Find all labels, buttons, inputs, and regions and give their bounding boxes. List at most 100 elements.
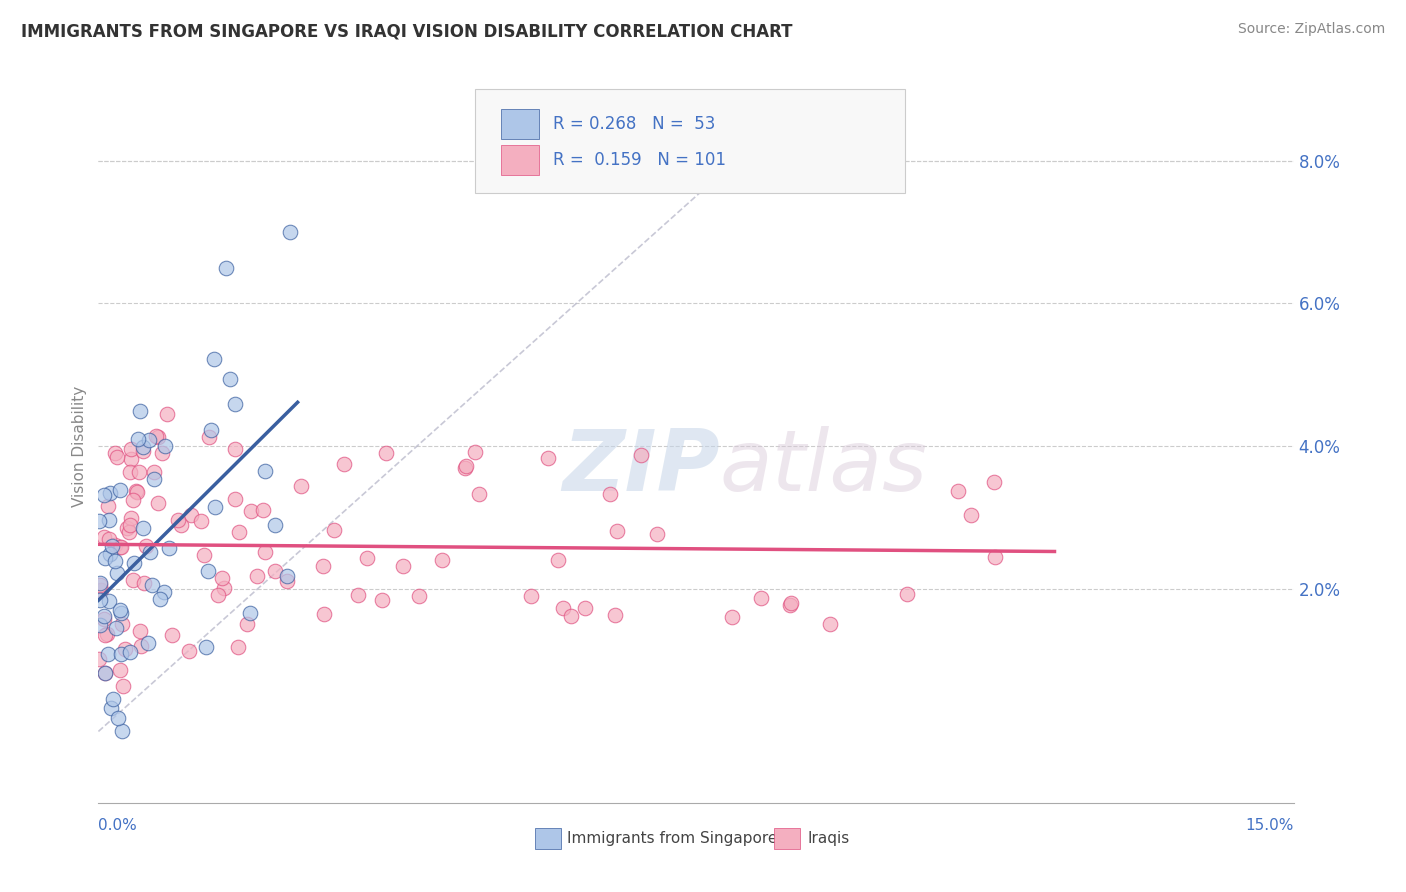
Point <box>226 640 249 654</box>
Point <box>138 635 160 649</box>
Point <box>135 539 157 553</box>
Point <box>322 523 344 537</box>
Point <box>129 639 152 653</box>
Point <box>603 607 626 622</box>
Text: R =  0.159   N = 101: R = 0.159 N = 101 <box>553 151 725 169</box>
Point <box>96 627 118 641</box>
Point <box>215 260 238 275</box>
Point <box>374 446 396 460</box>
Point <box>89 618 111 632</box>
Point <box>276 574 298 588</box>
Point <box>143 472 166 486</box>
Point <box>94 665 117 680</box>
Point <box>127 432 149 446</box>
Point <box>202 351 225 366</box>
Point <box>408 589 430 603</box>
Bar <box>501 109 540 139</box>
Point <box>98 485 121 500</box>
Point <box>93 488 115 502</box>
Point <box>212 581 235 595</box>
Point <box>127 484 149 499</box>
Point <box>356 551 378 566</box>
Point <box>312 607 335 621</box>
Point <box>630 448 652 462</box>
Point <box>148 496 170 510</box>
Text: IMMIGRANTS FROM SINGAPORE VS IRAQI VISION DISABILITY CORRELATION CHART: IMMIGRANTS FROM SINGAPORE VS IRAQI VISIO… <box>21 22 793 40</box>
Point <box>110 540 132 554</box>
Point <box>104 538 127 552</box>
Point <box>179 644 201 658</box>
Point <box>574 601 596 615</box>
Point <box>117 521 139 535</box>
Point <box>104 554 127 568</box>
Point <box>125 484 148 499</box>
Point <box>89 577 111 591</box>
Text: atlas: atlas <box>720 425 928 509</box>
Point <box>111 679 134 693</box>
Point <box>132 440 155 454</box>
Point <box>200 423 222 437</box>
Point <box>87 514 110 528</box>
Point <box>276 569 298 583</box>
Point <box>983 475 1005 489</box>
Point <box>132 575 155 590</box>
Point <box>104 445 127 459</box>
Point <box>170 517 193 532</box>
Point <box>278 225 301 239</box>
Point <box>599 487 621 501</box>
Point <box>105 450 128 464</box>
Point <box>121 574 143 588</box>
Text: Iraqis: Iraqis <box>807 831 849 846</box>
Point <box>97 499 120 513</box>
Point <box>100 539 122 553</box>
Point <box>224 442 246 456</box>
Point <box>204 500 226 515</box>
Point <box>160 628 183 642</box>
Point <box>157 541 180 555</box>
Point <box>122 556 145 570</box>
Point <box>547 553 569 567</box>
Point <box>110 648 132 662</box>
Point <box>290 478 312 492</box>
Point <box>779 596 801 610</box>
Point <box>180 508 202 522</box>
Point <box>128 404 150 418</box>
Point <box>228 524 250 539</box>
Point <box>224 397 246 411</box>
Point <box>108 483 131 498</box>
Point <box>239 606 262 620</box>
Point <box>149 592 172 607</box>
Point <box>111 724 134 739</box>
Point <box>720 609 742 624</box>
Point <box>120 452 142 467</box>
Text: Immigrants from Singapore: Immigrants from Singapore <box>567 831 778 846</box>
Point <box>131 444 153 458</box>
Point <box>520 589 543 603</box>
Text: 15.0%: 15.0% <box>1246 819 1294 833</box>
Point <box>464 444 486 458</box>
Point <box>138 433 160 447</box>
Point <box>960 508 983 523</box>
Point <box>153 584 176 599</box>
Point <box>89 576 111 591</box>
Point <box>236 616 259 631</box>
Point <box>198 430 221 444</box>
Point <box>312 558 335 573</box>
Point <box>263 518 285 533</box>
Point <box>430 553 453 567</box>
Point <box>93 530 115 544</box>
Point <box>207 589 229 603</box>
Point <box>896 587 918 601</box>
Point <box>146 430 169 444</box>
Point <box>537 451 560 466</box>
Point <box>89 593 111 607</box>
Point <box>97 594 120 608</box>
Point <box>118 524 141 539</box>
Bar <box>534 828 561 849</box>
Point <box>90 582 112 597</box>
Bar <box>773 828 800 849</box>
Point <box>984 550 1007 565</box>
Point <box>98 532 121 546</box>
Point <box>108 663 131 677</box>
Point <box>153 439 176 453</box>
